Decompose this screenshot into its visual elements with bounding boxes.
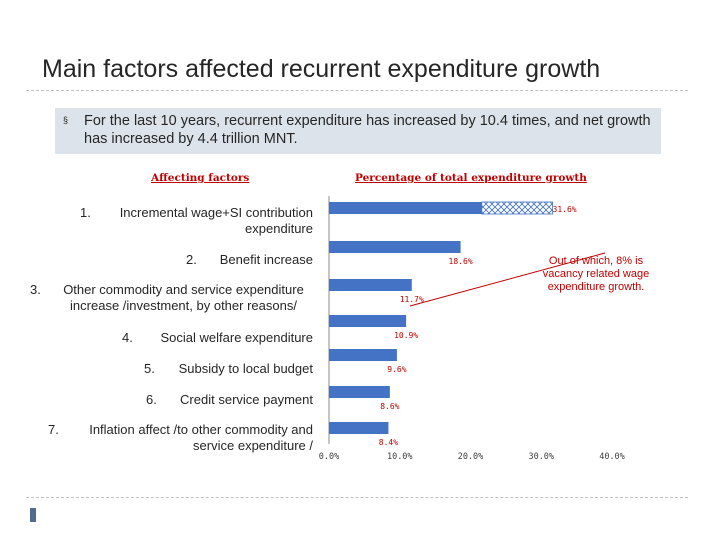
summary-text: For the last 10 years, recurrent expendi… [84,113,651,147]
slide-marker-icon [30,508,36,522]
factor-label: Credit service payment [180,392,313,407]
factor-number: 7. [48,422,59,437]
data-label-4: 10.9% [394,331,418,340]
factor-label: Inflation affect /to other commodity and… [89,422,313,453]
bar-5 [329,349,397,361]
bar-1 [329,202,482,214]
factor-number: 2. [186,252,197,267]
slide-title: Main factors affected recurrent expendit… [42,55,601,83]
data-label-6: 8.6% [380,402,399,411]
bullet-icon: § [63,115,69,125]
factor-3: 3. Other commodity and service expenditu… [30,282,313,314]
x-tick-label: 30.0% [528,452,554,462]
data-label-7: 8.4% [379,438,398,447]
factor-4: 4. Social welfare expenditure [122,330,313,346]
factor-label: Social welfare expenditure [160,330,313,345]
summary-box [55,108,661,154]
callout-leader-line [409,252,606,307]
x-tick-label: 20.0% [458,452,484,462]
factor-5: 5. Subsidy to local budget [144,361,313,377]
factor-number: 6. [146,392,157,407]
data-label-5: 9.6% [387,365,406,374]
factor-number: 4. [122,330,133,345]
x-tick-label: 40.0% [599,452,625,462]
factor-7: 7. Inflation affect /to other commodity … [48,422,313,454]
footer-divider [26,497,688,498]
bar-2 [329,241,461,253]
factor-label: Incremental wage+SI contribution expendi… [119,205,313,236]
factor-number: 3. [30,282,41,297]
factor-label: Subsidy to local budget [178,361,313,376]
factor-label: Benefit increase [219,252,313,267]
title-divider [26,90,688,91]
bar-3 [329,279,412,291]
factor-2: 2. Benefit increase [186,252,313,268]
factor-6: 6. Credit service payment [146,392,313,408]
factor-label: Other commodity and service expenditure … [63,282,304,313]
factor-1: 1. Incremental wage+SI contribution expe… [80,205,313,237]
callout-note: Out of which, 8% is vacancy related wage… [542,255,650,293]
data-label-2: 18.6% [449,257,473,266]
x-tick-label: 0.0% [319,452,339,462]
x-tick-label: 10.0% [387,452,413,462]
bar-4 [329,315,407,327]
bar-7 [329,422,389,434]
factor-number: 1. [80,205,91,220]
bar-1-hatched-segment [481,201,553,215]
data-label-3: 11.7% [400,295,424,304]
factor-number: 5. [144,361,155,376]
data-label-1: 31.6% [553,205,577,214]
chart-header: Percentage of total expenditure growth [355,172,587,184]
bar-6 [329,386,390,398]
factors-header: Affecting factors [151,172,250,184]
